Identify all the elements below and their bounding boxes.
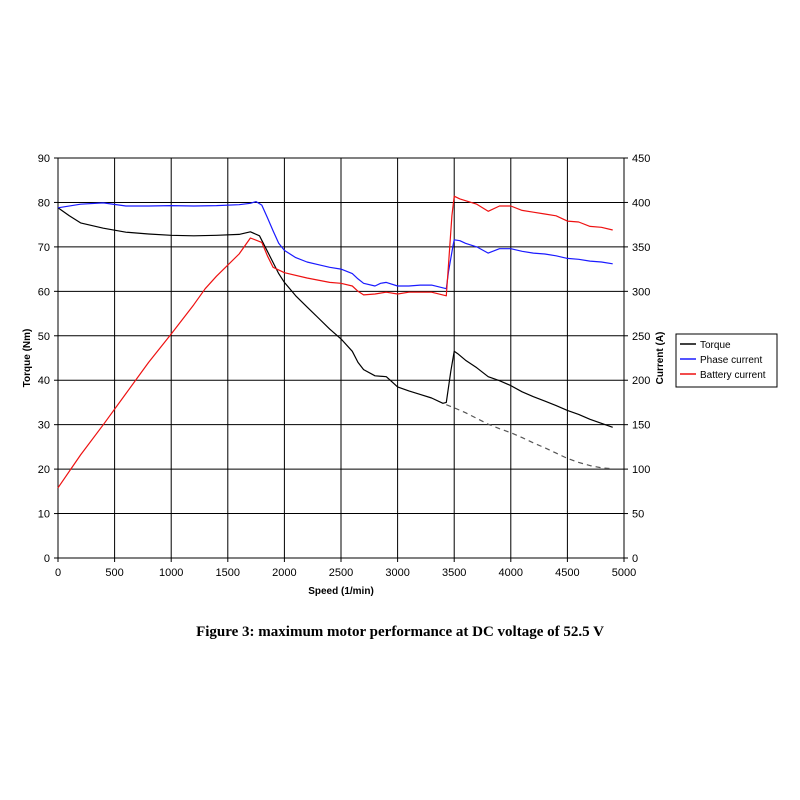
x-tick-label: 500	[105, 567, 123, 579]
left-y-tick-label: 60	[38, 286, 50, 298]
x-tick-label: 1000	[159, 567, 183, 579]
legend-entry-label: Battery current	[700, 370, 766, 381]
legend-entry-label: Torque	[700, 340, 731, 351]
left-y-axis-title: Torque (Nm)	[22, 329, 33, 388]
left-y-tick-label: 90	[38, 153, 50, 165]
left-y-tick-label: 20	[38, 464, 50, 476]
right-y-tick-label: 350	[632, 242, 650, 254]
series-layer	[57, 195, 613, 489]
left-y-tick-label: 30	[38, 420, 50, 432]
right-y-tick-label: 150	[632, 420, 650, 432]
right-y-tick-label: 300	[632, 286, 650, 298]
series-line-phase-current	[57, 201, 613, 290]
series-line-torque-extrapolated	[446, 404, 613, 470]
tick-labels: 0 500 1000 1500 2000 2500 3000 3500 4000 4500 5000…	[38, 153, 651, 579]
x-axis-title: Speed (1/min)	[308, 586, 374, 597]
left-y-tick-label: 10	[38, 509, 50, 521]
x-tick-label: 4000	[499, 567, 523, 579]
right-y-tick-label: 50	[632, 509, 644, 521]
x-tick-label: 5000	[612, 567, 636, 579]
left-y-tick-label: 70	[38, 242, 50, 254]
right-y-tick-label: 400	[632, 197, 650, 209]
left-y-tick-label: 50	[38, 331, 50, 343]
legend: Torque Phase current Battery current	[675, 333, 778, 388]
right-y-axis-title: Current (A)	[655, 332, 666, 385]
legend-entry-label: Phase current	[700, 355, 762, 366]
x-tick-label: 3000	[385, 567, 409, 579]
series-line-torque	[57, 207, 613, 428]
right-y-tick-label: 200	[632, 375, 650, 387]
series-line-battery-current	[57, 195, 613, 489]
x-tick-label: 4500	[555, 567, 579, 579]
right-y-tick-label: 0	[632, 553, 638, 565]
grid	[57, 157, 625, 559]
x-tick-label: 2000	[272, 567, 296, 579]
figure-caption: Figure 3: maximum motor performance at D…	[196, 624, 604, 640]
left-y-tick-label: 80	[38, 197, 50, 209]
x-tick-label: 1500	[216, 567, 240, 579]
left-y-tick-label: 0	[44, 553, 50, 565]
x-tick-label: 2500	[329, 567, 353, 579]
x-tick-label: 3500	[442, 567, 466, 579]
left-y-tick-label: 40	[38, 375, 50, 387]
right-y-tick-label: 450	[632, 153, 650, 165]
right-y-tick-label: 100	[632, 464, 650, 476]
right-y-tick-label: 250	[632, 331, 650, 343]
legend-box	[675, 333, 778, 388]
x-tick-label: 0	[55, 567, 61, 579]
